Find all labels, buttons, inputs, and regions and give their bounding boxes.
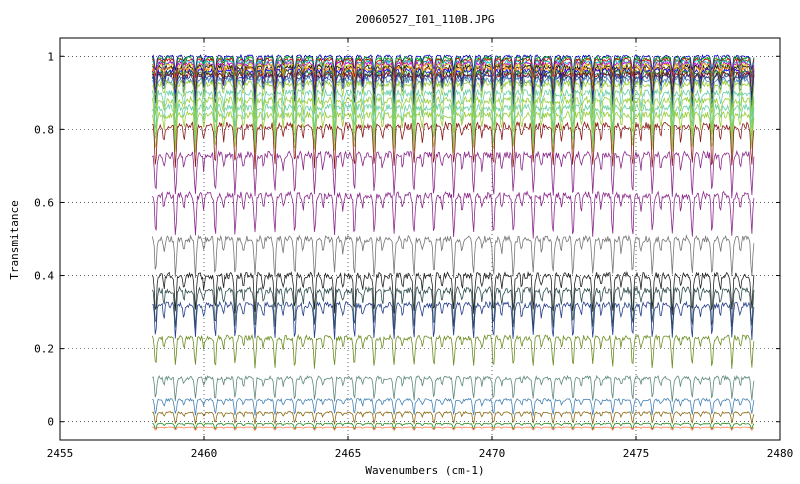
y-axis-label: Transmitance	[8, 200, 21, 279]
y-tick-label: 1	[47, 50, 54, 63]
series-layer	[151, 53, 755, 432]
spectrum-line	[151, 88, 755, 133]
spectrum-line	[151, 333, 755, 369]
spectrum-line	[152, 426, 755, 432]
x-tick-label: 2455	[47, 447, 74, 460]
spectrum-line	[152, 422, 755, 431]
spectrum-line	[151, 234, 755, 279]
y-tick-label: 0.2	[34, 343, 54, 356]
y-tick-label: 0.8	[34, 123, 54, 136]
spectrum-line	[151, 110, 755, 155]
spectrum-line	[151, 53, 755, 73]
y-tick-label: 0	[47, 416, 54, 429]
x-tick-label: 2460	[191, 447, 218, 460]
spectrum-line	[151, 374, 755, 402]
spectrum-line	[151, 190, 755, 239]
x-tick-label: 2470	[479, 447, 506, 460]
x-tick-label: 2480	[767, 447, 794, 460]
x-axis-label: Wavenumbers (cm-1)	[365, 464, 484, 477]
spectrum-line	[152, 410, 755, 426]
spectrum-line	[151, 120, 755, 170]
y-tick-label: 0.6	[34, 196, 54, 209]
spectrum-line	[151, 285, 755, 330]
spectrum-line	[152, 300, 755, 341]
spectrum-line	[151, 149, 755, 199]
spectrum-line	[151, 397, 755, 416]
x-tick-label: 2465	[335, 447, 362, 460]
y-tick-label: 0.4	[34, 270, 54, 283]
axis-ticks: 2455 2460 2465 2470 2475 2480 0 0.2 0.4 0.6 0.8 1	[34, 38, 793, 460]
plot-frame	[59, 37, 781, 441]
x-tick-label: 2475	[623, 447, 650, 460]
chart-title: 20060527_I01_110B.JPG	[355, 13, 494, 26]
spectrum-line	[151, 270, 755, 315]
